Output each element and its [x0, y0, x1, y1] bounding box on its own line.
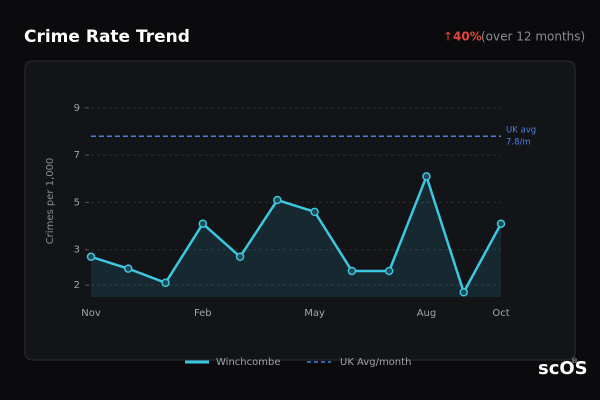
- x-tick-label: Nov: [81, 308, 101, 319]
- y-axis-label: Crimes per 1,000: [45, 158, 56, 245]
- reference-value: 7.8/m: [506, 138, 531, 148]
- series-line: [90, 175, 503, 294]
- change-arrow: ↑: [443, 30, 453, 44]
- plot: 2 3 5 7 9 Nov Feb May Aug Oct UK avg 7.8/m Winchcomb…: [74, 103, 537, 368]
- change-value: 40%: [453, 30, 482, 44]
- x-tick-label: Feb: [194, 308, 212, 319]
- change-note: (over 12 months): [481, 30, 585, 44]
- data-point: [310, 207, 319, 217]
- data-point: [496, 219, 506, 228]
- data-point: [124, 264, 133, 273]
- x-tick-label: Aug: [417, 308, 437, 319]
- y-tick-label: 2: [74, 280, 80, 291]
- data-point: [198, 219, 208, 228]
- y-tick-label: 7: [74, 150, 80, 161]
- data-point: [161, 278, 170, 288]
- data-point: [459, 288, 468, 297]
- page-title: Crime Rate Trend: [24, 27, 190, 47]
- reference-label: UK avg: [506, 126, 536, 136]
- data-point: [235, 252, 245, 262]
- y-tick-label: 3: [74, 245, 80, 256]
- legend-label: Winchcombe: [216, 357, 280, 368]
- data-point: [86, 252, 96, 262]
- brand-mark: ®: [571, 357, 578, 365]
- data-point: [273, 195, 282, 205]
- x-tick-label: May: [304, 308, 325, 319]
- y-tick-label: 9: [74, 103, 80, 114]
- data-point: [347, 266, 357, 276]
- legend-label: UK Avg/month: [340, 357, 411, 368]
- series-area: [91, 176, 501, 297]
- brand: scOS: [538, 358, 588, 379]
- data-point: [384, 266, 394, 276]
- y-tick-label: 5: [74, 197, 80, 208]
- data-point: [422, 172, 431, 181]
- x-tick-label: Oct: [492, 308, 509, 319]
